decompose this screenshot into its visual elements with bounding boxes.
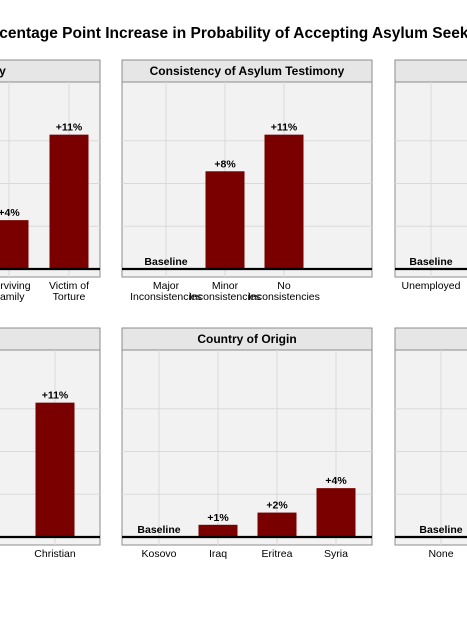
category-label: Unemployed — [402, 280, 461, 292]
category-label: Minor — [212, 280, 239, 292]
figure-title: Percentage Point Increase in Probability… — [0, 25, 467, 42]
bar — [198, 524, 238, 537]
data-label: +4% — [325, 475, 347, 487]
data-label: Baseline — [137, 524, 180, 536]
panel-title: Country of Origin — [197, 332, 296, 346]
data-label: +11% — [271, 122, 298, 134]
bar — [316, 488, 356, 537]
data-label: +11% — [42, 390, 69, 402]
panel-strip — [0, 59, 101, 83]
category-label: Iraq — [209, 548, 227, 560]
data-label: Baseline — [419, 524, 462, 536]
category-label: Torture — [53, 291, 86, 303]
panel-strip — [394, 327, 467, 351]
panels: Vulnerability +4% SurvivingFamily +11% Victi… — [0, 59, 467, 560]
category-label: Kosovo — [141, 548, 176, 560]
bar — [0, 220, 29, 269]
panel-strip — [0, 327, 101, 351]
category-label: Inconsistencies — [130, 291, 202, 303]
panel-1: Vulnerability +4% SurvivingFamily +11% Victi… — [0, 59, 101, 303]
data-label: Baseline — [144, 256, 187, 268]
category-label: Eritrea — [262, 548, 293, 560]
category-label: Inconsistencies — [248, 291, 320, 303]
panel-strip — [394, 59, 467, 83]
category-label: No — [277, 280, 291, 292]
bar — [257, 512, 297, 537]
category-label: None — [428, 548, 453, 560]
category-label: Family — [0, 291, 25, 303]
panel-background — [394, 349, 467, 546]
bar — [264, 134, 304, 269]
category-label: Surviving — [0, 280, 31, 292]
panel-4: +11% Christian — [0, 327, 101, 560]
panel-title: Consistency of Asylum Testimony — [150, 64, 345, 78]
panel-title: Vulnerability — [0, 64, 6, 78]
category-label: Syria — [324, 548, 348, 560]
category-label: Christian — [34, 548, 76, 560]
category-label: Major — [153, 280, 180, 292]
data-label: +8% — [214, 158, 236, 170]
panel-background — [121, 81, 373, 278]
data-label: +11% — [56, 122, 83, 134]
panel-6: Host CBaselineNone — [394, 327, 467, 560]
panel-5: Country of Origin Baseline Kosovo +1% Iraq +2… — [121, 327, 373, 560]
category-label: Inconsistencies — [189, 291, 261, 303]
data-label: +4% — [0, 207, 20, 219]
category-label: Victim of — [49, 280, 89, 292]
bar — [35, 402, 75, 537]
panel-2: Consistency of Asylum Testimony Baseline M… — [121, 59, 373, 303]
data-label: Baseline — [409, 256, 452, 268]
bar — [49, 134, 89, 269]
bar — [205, 171, 245, 269]
panel-3: PBaselineUnemployed — [394, 59, 467, 292]
data-label: +2% — [266, 500, 288, 512]
data-label: +1% — [207, 512, 229, 524]
